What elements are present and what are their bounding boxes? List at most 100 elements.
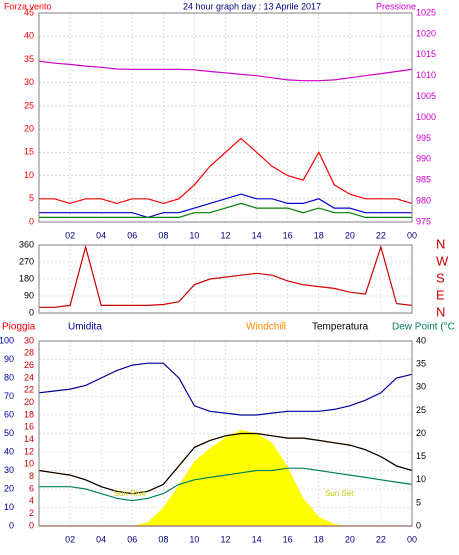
y-tick-label: 25 xyxy=(24,100,34,110)
y-tick-label: 50 xyxy=(4,428,14,438)
y2-tick-label: 975 xyxy=(416,216,431,226)
y2-tick-label: 990 xyxy=(416,154,431,164)
y-tick-label: 10 xyxy=(4,502,14,512)
y-tick-label: 40 xyxy=(4,446,14,456)
line xyxy=(39,137,413,205)
y-tick-label: 4 xyxy=(29,496,34,506)
area xyxy=(39,429,412,526)
y2-tick-label: 0 xyxy=(416,520,421,530)
y-tick-label: 6 xyxy=(29,483,34,493)
line xyxy=(39,244,413,308)
x-tick-label: 16 xyxy=(283,230,293,240)
x-tick-label: 22 xyxy=(376,534,386,544)
y-tick-label: 14 xyxy=(24,434,34,444)
y-tick-label: 20 xyxy=(24,397,34,407)
y-tick-label: 0 xyxy=(29,520,34,530)
y2-tick-label: 980 xyxy=(416,195,431,205)
x-tick-label: 00 xyxy=(407,534,417,544)
plot-frame xyxy=(38,12,413,223)
y-tick-label: 26 xyxy=(24,360,34,370)
y-tick-label: 20 xyxy=(24,123,34,133)
x-tick-label: 22 xyxy=(376,230,386,240)
y2-tick-label: 1010 xyxy=(416,70,436,80)
y-tick-label: 24 xyxy=(24,372,34,382)
y-tick-label: 30 xyxy=(24,335,34,345)
x-tick-label: 06 xyxy=(127,230,137,240)
legend-label: Dew Point (°C xyxy=(392,322,455,333)
y-tick-label: 10 xyxy=(24,459,34,469)
y2-tick-label: 25 xyxy=(416,405,426,415)
y2-tick-label: 5 xyxy=(416,497,421,507)
x-tick-label: 08 xyxy=(158,230,168,240)
line xyxy=(38,432,413,495)
y-tick-label: 60 xyxy=(4,409,14,419)
annotation: Sun Rise xyxy=(114,489,147,498)
y-tick-label: 20 xyxy=(4,483,14,493)
y2-tick-label: E xyxy=(436,287,445,302)
y2-tick-label: 1015 xyxy=(416,49,436,59)
x-tick-label: 08 xyxy=(158,534,168,544)
y-tick-label: 8 xyxy=(29,471,34,481)
x-tick-label: 10 xyxy=(189,230,199,240)
y-tick-label: 90 xyxy=(24,290,34,300)
x-tick-label: 20 xyxy=(345,230,355,240)
y-tick-label: 0 xyxy=(9,520,14,530)
x-tick-label: 16 xyxy=(283,534,293,544)
y2-tick-label: 40 xyxy=(416,335,426,345)
plot-frame xyxy=(38,340,413,527)
line xyxy=(38,362,413,416)
y-tick-label: 30 xyxy=(4,465,14,475)
x-tick-label: 18 xyxy=(314,230,324,240)
y2-tick-label: 15 xyxy=(416,451,426,461)
x-tick-label: 00 xyxy=(407,230,417,240)
y-tick-label: 70 xyxy=(4,391,14,401)
x-tick-label: 06 xyxy=(127,534,137,544)
x-tick-label: 02 xyxy=(65,534,75,544)
y-tick-label: 10 xyxy=(24,170,34,180)
legend-label: Pioggia xyxy=(2,322,36,333)
y-tick-label: 22 xyxy=(24,385,34,395)
y-tick-label: 0 xyxy=(29,216,34,226)
y-axis-label: Forza vento xyxy=(4,1,52,11)
y2-tick-label: S xyxy=(436,270,445,285)
y-tick-label: 0 xyxy=(29,307,34,317)
y2-axis-label: Pressione xyxy=(376,1,416,11)
y-tick-label: 35 xyxy=(24,54,34,64)
y-tick-label: 15 xyxy=(24,147,34,157)
x-tick-label: 04 xyxy=(96,534,106,544)
y-tick-label: 180 xyxy=(19,273,34,283)
x-tick-label: 04 xyxy=(96,230,106,240)
x-tick-label: 10 xyxy=(189,534,199,544)
x-tick-label: 12 xyxy=(220,534,230,544)
x-tick-label: 14 xyxy=(252,230,262,240)
y-tick-label: 12 xyxy=(24,446,34,456)
legend-label: Umidita xyxy=(68,322,102,333)
line xyxy=(39,467,413,502)
y-tick-label: 270 xyxy=(19,256,34,266)
y2-tick-label: 985 xyxy=(416,175,431,185)
y-tick-label: 90 xyxy=(4,354,14,364)
legend-label: Windchill xyxy=(246,322,286,333)
y2-tick-label: 20 xyxy=(416,428,426,438)
y2-tick-label: 1025 xyxy=(416,7,436,17)
line xyxy=(38,60,413,82)
y2-tick-label: W xyxy=(436,253,449,268)
y-tick-label: 80 xyxy=(4,372,14,382)
y-tick-label: 360 xyxy=(19,239,34,249)
x-tick-label: 02 xyxy=(65,230,75,240)
y2-tick-label: 1005 xyxy=(416,91,436,101)
y-tick-label: 2 xyxy=(29,508,34,518)
x-tick-label: 14 xyxy=(252,534,262,544)
annotation: Sun Set xyxy=(325,489,354,498)
y-tick-label: 5 xyxy=(29,193,34,203)
y2-tick-label: 35 xyxy=(416,359,426,369)
line xyxy=(39,202,412,218)
legend-label: Temperatura xyxy=(312,322,369,333)
chart-title: 24 hour graph day : 13 Aprile 2017 xyxy=(183,1,321,11)
line xyxy=(39,193,412,219)
y-tick-label: 40 xyxy=(24,31,34,41)
x-tick-label: 20 xyxy=(345,534,355,544)
y2-tick-label: 10 xyxy=(416,474,426,484)
y2-tick-label: N xyxy=(436,304,445,319)
